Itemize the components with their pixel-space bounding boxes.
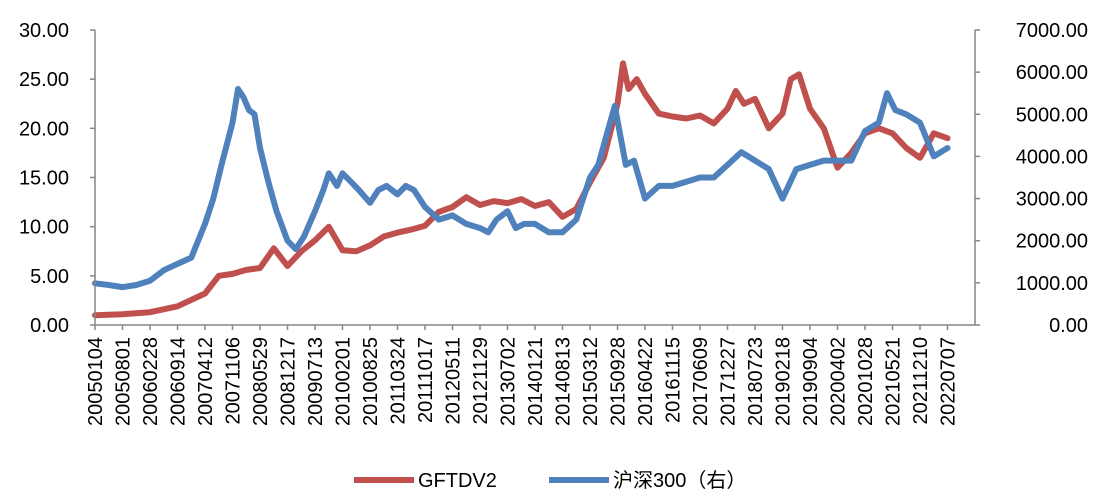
right-tick-label: 7000.00 — [1016, 20, 1088, 42]
x-tick-label: 20090713 — [305, 337, 327, 426]
right-tick-label: 4000.00 — [1016, 146, 1088, 168]
axis-layer: 0.00 5.00 10.00 15.00 20.00 25.00 30.00 0.00 100… — [19, 20, 1088, 426]
x-tick-label: 20111017 — [415, 337, 437, 423]
right-tick-label: 1000.00 — [1016, 273, 1088, 295]
x-tick-label: 20050104 — [85, 337, 107, 426]
x-tick-label: 20210521 — [883, 337, 905, 426]
x-tick-label: 20110324 — [388, 337, 410, 425]
series-line-hs300 — [92, 86, 951, 291]
x-tick-label: 20100201 — [333, 337, 355, 426]
left-tick-label: 20.00 — [19, 118, 69, 140]
left-tick-label: 15.00 — [19, 168, 69, 190]
left-tick-label: 30.00 — [19, 20, 69, 42]
left-tick-label: 10.00 — [19, 217, 69, 239]
x-tick-label: 20170609 — [690, 337, 712, 426]
x-tick-label: 20120511 — [443, 337, 465, 425]
x-tick-label: 20150312 — [580, 337, 602, 426]
right-tick-label: 2000.00 — [1016, 231, 1088, 253]
right-tick-label: 3000.00 — [1016, 189, 1088, 211]
left-tick-label: 25.00 — [19, 69, 69, 91]
left-tick-label: 0.00 — [30, 315, 69, 337]
x-tick-label: 20161115 — [663, 337, 685, 423]
x-tick-label: 20201028 — [855, 337, 877, 426]
right-tick-label: 6000.00 — [1016, 62, 1088, 84]
x-tick-label: 20220707 — [938, 337, 960, 426]
x-tick-label: 20071106 — [223, 337, 245, 425]
right-tick-label: 5000.00 — [1016, 104, 1088, 126]
x-tick-label: 20130702 — [498, 337, 520, 426]
x-tick-label: 20081217 — [278, 337, 300, 426]
x-tick-label: 20060914 — [168, 337, 190, 426]
x-tick-label: 20180723 — [745, 337, 767, 426]
x-tick-label: 20190218 — [773, 337, 795, 426]
series-line-gftdv2 — [92, 60, 951, 319]
x-tick-label: 20190904 — [800, 337, 822, 426]
x-tick-label: 20100825 — [360, 337, 382, 426]
legend-label-gftdv2: GFTDV2 — [418, 470, 497, 492]
x-tick-label: 20171227 — [718, 337, 740, 426]
x-tick-label: 20050801 — [113, 337, 135, 426]
legend-label-hs300: 沪深300（右） — [613, 469, 746, 492]
legend: GFTDV2 沪深300（右） — [354, 469, 746, 492]
x-tick-label: 20150928 — [608, 337, 630, 426]
x-tick-label: 20160422 — [635, 337, 657, 426]
x-tick-label: 20211210 — [910, 337, 932, 425]
x-tick-label: 20080529 — [250, 337, 272, 426]
left-tick-label: 5.00 — [30, 266, 69, 288]
right-tick-label: 0.00 — [1049, 315, 1088, 337]
series-layer — [92, 60, 951, 319]
x-tick-label: 20121129 — [470, 337, 492, 425]
x-tick-label: 20070412 — [195, 337, 217, 426]
x-tick-label: 20060228 — [140, 337, 162, 426]
x-tick-label: 20140813 — [553, 337, 575, 426]
x-tick-label: 20200402 — [828, 337, 850, 426]
x-tick-label: 20140121 — [525, 337, 547, 426]
